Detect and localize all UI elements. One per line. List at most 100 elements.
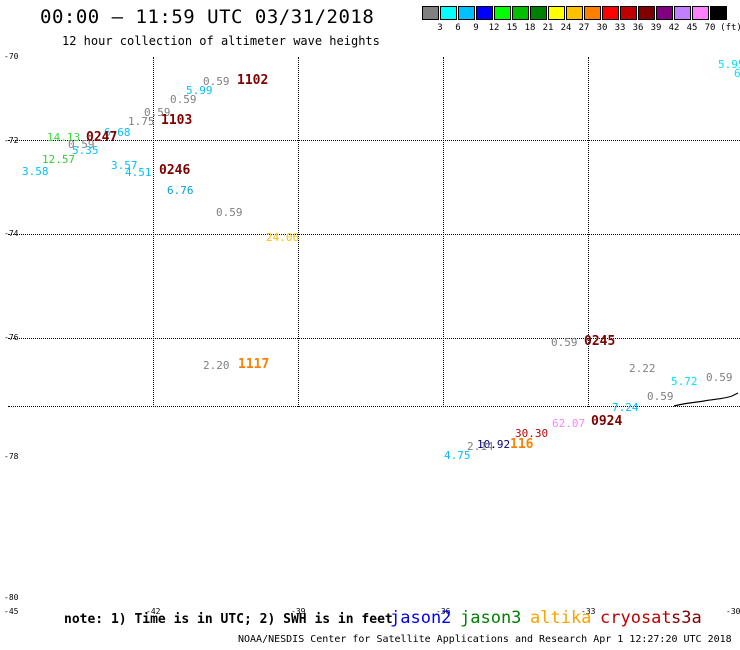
colorbar-label: 45 — [686, 23, 698, 33]
lat-label: -72 — [4, 136, 19, 145]
colorbar-label: 36 — [632, 23, 644, 33]
grid-line-lon — [298, 57, 299, 407]
wave-height-value: 24.06 — [266, 231, 300, 244]
wave-height-value: 2.14 — [467, 440, 494, 453]
pass-time-label: 0924 — [591, 414, 623, 429]
lon-label: -39 — [291, 607, 306, 616]
grid-line-lon — [588, 57, 589, 407]
colorbar-swatch — [530, 6, 547, 20]
colorbar-swatch — [440, 6, 457, 20]
satellite-legend-cryosat: cryosat — [600, 608, 672, 628]
wave-height-value: 0.59 — [144, 106, 171, 119]
wave-height-value: 0.59 — [170, 93, 197, 106]
lon-label: -42 — [146, 607, 161, 616]
wave-height-value: 62.07 — [552, 417, 586, 430]
satellite-legend-jason3: jason3 — [460, 608, 522, 628]
pass-time-label: 1117 — [238, 357, 270, 372]
map-title: 00:00 — 11:59 UTC 03/31/2018 — [40, 6, 375, 28]
wave-height-value: 0.59 — [551, 336, 578, 349]
wave-height-value: 5.72 — [671, 375, 698, 388]
wave-height-value: 30.30 — [515, 427, 549, 440]
colorbar-swatch — [692, 6, 709, 20]
colorbar-swatch — [674, 6, 691, 20]
colorbar-label: 24 — [560, 23, 572, 33]
wave-height-value: 12.57 — [42, 153, 76, 166]
colorbar-label: 21 — [542, 23, 554, 33]
colorbar-label: 18 — [524, 23, 536, 33]
wave-height-value: 2.20 — [203, 359, 230, 372]
lat-label: -70 — [4, 52, 19, 61]
wave-height-value: 3.57 — [111, 159, 138, 172]
wave-height-value: 10.92 — [477, 438, 511, 451]
wave-height-value: 1.75 — [128, 115, 155, 128]
lat-label: -74 — [4, 229, 19, 238]
wave-height-value: 2.22 — [629, 362, 656, 375]
colorbar-swatch — [638, 6, 655, 20]
grid-line-lat — [8, 140, 740, 141]
pass-time-label: 0246 — [159, 163, 191, 178]
wave-height-value: 0.59 — [203, 75, 230, 88]
grid-line-lat — [8, 234, 740, 235]
grid-line-lon — [153, 57, 154, 407]
wave-height-value: 0.59 — [706, 371, 733, 384]
colorbar-label: 42 — [668, 23, 680, 33]
pass-time-label: 0247 — [86, 130, 118, 145]
colorbar-label: 27 — [578, 23, 590, 33]
colorbar-label: 30 — [596, 23, 608, 33]
colorbar-label: 9 — [473, 23, 479, 33]
wave-height-value: 3.58 — [22, 165, 49, 178]
colorbar-swatch — [512, 6, 529, 20]
pass-time-label: 1102 — [237, 73, 269, 88]
lon-label: -30 — [726, 607, 740, 616]
wave-height-value: 0.59 — [647, 390, 674, 403]
wave-height-value: 6 — [734, 67, 740, 80]
wave-height-value: 4.51 — [125, 166, 152, 179]
wave-height-value: 6.76 — [167, 184, 194, 197]
credit-line: NOAA/NESDIS Center for Satellite Applica… — [238, 634, 732, 645]
colorbar-swatch — [710, 6, 727, 20]
wave-height-value: 5.99 — [186, 84, 213, 97]
grid-line-lat — [8, 406, 740, 407]
wave-height-value: 7.24 — [612, 401, 639, 414]
coastline — [673, 392, 739, 407]
colorbar-label: 15 — [506, 23, 518, 33]
colorbar-label: 6 — [455, 23, 461, 33]
grid-line-lon — [443, 57, 444, 407]
colorbar-swatch — [602, 6, 619, 20]
colorbar-swatch — [584, 6, 601, 20]
colorbar-swatch — [458, 6, 475, 20]
lat-label: -76 — [4, 333, 19, 342]
colorbar-unit: (ft) — [720, 23, 740, 33]
wave-height-value: 4.75 — [444, 449, 471, 462]
wave-height-value: 6.68 — [104, 126, 131, 139]
lon-label: -36 — [436, 607, 451, 616]
colorbar-label: 39 — [650, 23, 662, 33]
colorbar-label: 12 — [488, 23, 500, 33]
lon-label: -33 — [581, 607, 596, 616]
wave-height-value: 5.35 — [72, 144, 99, 157]
pass-time-label: 116 — [510, 437, 534, 452]
colorbar-label: 3 — [437, 23, 443, 33]
lat-label: -78 — [4, 452, 19, 461]
map-subtitle: 12 hour collection of altimeter wave hei… — [62, 34, 380, 48]
colorbar-swatch — [422, 6, 439, 20]
colorbar-label: 33 — [614, 23, 626, 33]
colorbar-swatch — [656, 6, 673, 20]
wave-height-value: 0.59 — [68, 138, 95, 151]
colorbar-swatch — [476, 6, 493, 20]
colorbar-swatch — [566, 6, 583, 20]
units-note: note: 1) Time is in UTC; 2) SWH is in fe… — [64, 612, 393, 627]
colorbar-swatch — [548, 6, 565, 20]
satellite-legend-jason2: jason2 — [390, 608, 452, 628]
colorbar-label: 70 — [704, 23, 716, 33]
satellite-legend-altika: altika — [530, 608, 592, 628]
colorbar-swatch — [620, 6, 637, 20]
pass-time-label: 0245 — [584, 334, 616, 349]
wave-height-value: 5.95 — [718, 58, 740, 71]
lat-label: -80 — [4, 593, 19, 602]
colorbar-swatch — [494, 6, 511, 20]
wave-height-value: 0.59 — [216, 206, 243, 219]
satellite-legend-s3a: s3a — [671, 608, 702, 628]
lon-label: -45 — [4, 607, 19, 616]
wave-height-value: 14.13 — [47, 131, 81, 144]
